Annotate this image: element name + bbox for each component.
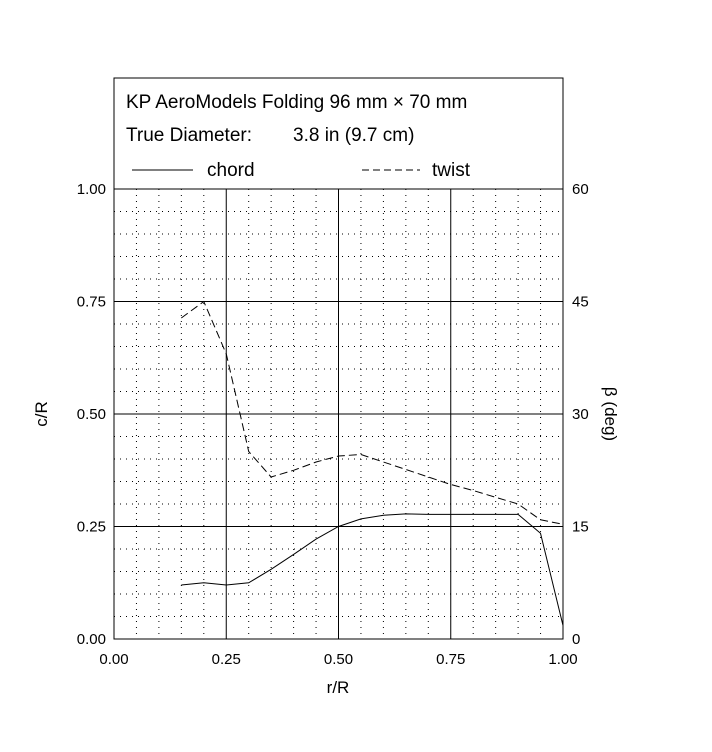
legend-twist-label: twist [432,160,471,181]
axis-ticks: 0.00 0.25 0.50 0.75 1.00 0.00 0.25 0.50 0.75 1.00… [77,181,589,668]
y-left-tick-label: 0.50 [77,406,106,423]
y-axis-left-label: c/R [32,401,51,427]
y-right-tick-label: 15 [572,519,589,536]
x-tick-label: 0.25 [212,651,241,668]
legend: chord twist [132,160,471,181]
legend-chord-label: chord [207,160,255,181]
series-layer [181,300,564,626]
grid [114,189,563,639]
y-left-tick-label: 0.75 [77,294,106,311]
y-right-tick-label: 30 [572,406,589,423]
y-left-tick-label: 1.00 [77,181,106,198]
x-axis-label: r/R [327,678,350,697]
x-tick-label: 0.75 [436,651,465,668]
x-tick-label: 0.50 [324,651,353,668]
y-right-tick-label: 0 [572,631,580,648]
y-axis-right-label: β (deg) [601,387,620,441]
diameter-label: True Diameter: [126,125,252,146]
y-left-tick-label: 0.00 [77,631,106,648]
y-right-tick-label: 60 [572,181,589,198]
series-line-twist [181,300,564,525]
diameter-value: 3.8 in (9.7 cm) [293,125,414,146]
chart-title: KP AeroModels Folding 96 mm × 70 mm [126,92,467,113]
y-right-tick-label: 45 [572,294,589,311]
x-tick-label: 0.00 [99,651,128,668]
y-left-tick-label: 0.25 [77,519,106,536]
series-line-chord [181,513,564,626]
x-tick-label: 1.00 [548,651,577,668]
